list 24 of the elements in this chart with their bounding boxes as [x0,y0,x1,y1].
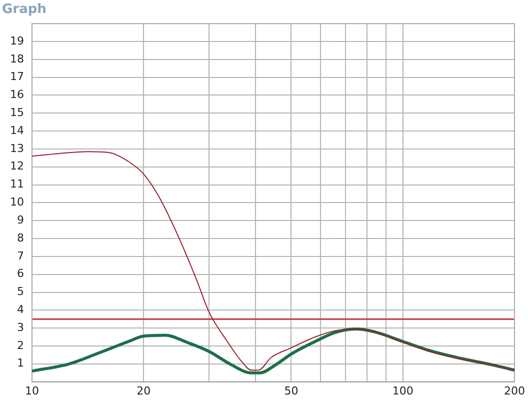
y-tick-label: 17 [10,70,24,84]
y-tick-label: 7 [16,249,24,262]
y-tick-label: 6 [16,267,24,280]
y-tick-label: 11 [10,178,24,191]
y-tick-label: 19 [10,34,24,48]
chart-title: Graph [2,2,46,18]
y-tick-label: 2 [16,338,24,352]
x-tick-label: 100 [392,384,414,398]
y-tick-label: 10 [10,196,24,209]
x-tick-label: 200 [504,384,525,398]
y-tick-label: 13 [10,142,24,155]
y-tick-label: 15 [10,106,24,120]
y-tick-label: 3 [16,320,24,334]
y-tick-label: 18 [10,52,24,66]
y-tick-label: 9 [16,213,24,226]
y-tick-label: 1 [16,356,24,370]
x-tick-label: 50 [284,384,298,398]
y-tick-label: 14 [10,124,24,137]
y-tick-label: 5 [16,285,24,298]
y-tick-label: 4 [16,303,24,316]
y-tick-label: 16 [10,88,24,102]
y-tick-label: 8 [16,231,24,244]
y-tick-label: 12 [10,160,24,173]
x-tick-label: 20 [136,384,151,398]
